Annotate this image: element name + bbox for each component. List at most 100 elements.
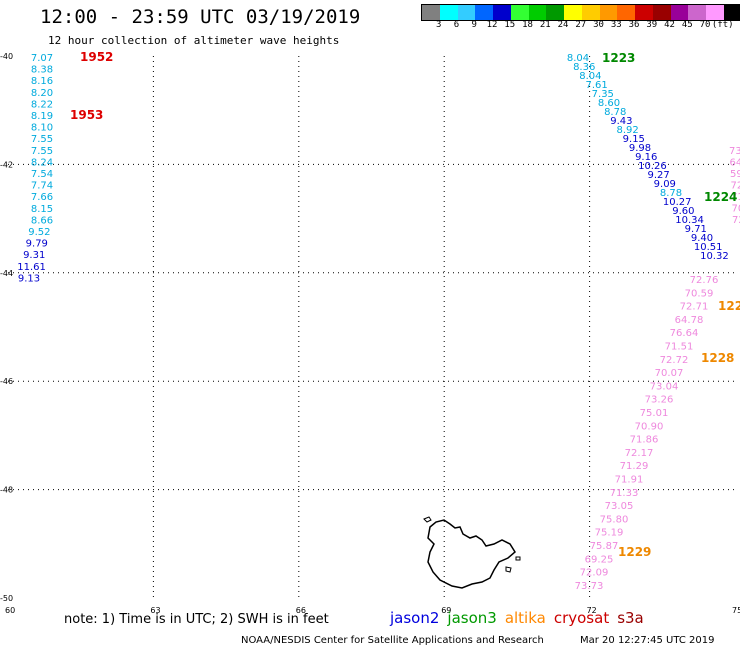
color-scale-label: 6 <box>453 20 460 30</box>
color-scale-bar <box>421 4 740 21</box>
wave-height-reading: 9.13 <box>18 273 40 284</box>
lon-tick-label: 75 <box>732 606 740 615</box>
wave-height-reading: 71.33 <box>610 488 639 499</box>
color-swatch-9 <box>581 5 600 20</box>
wave-height-reading: 11.61 <box>17 262 46 273</box>
legend-item-jason3: jason3 <box>447 609 497 627</box>
color-swatch-0 <box>422 5 440 20</box>
wave-height-reading: 9.40 <box>691 233 713 244</box>
wave-height-reading: 8.04 <box>579 71 601 82</box>
color-scale-label: 3 <box>436 20 442 30</box>
wave-height-reading: 10.27 <box>663 197 692 208</box>
wave-height-reading: 72.11 <box>732 215 740 226</box>
lat-tick-label: -48 <box>0 486 13 495</box>
wave-height-reading: 10.51 <box>694 242 723 253</box>
map-title: 12:00 - 23:59 UTC 03/19/2019 <box>40 6 361 28</box>
islet-2 <box>505 566 512 573</box>
color-scale-label: 15 <box>504 20 516 30</box>
color-swatch-15 <box>688 5 706 20</box>
wave-height-reading: 9.98 <box>629 143 651 154</box>
wave-height-reading: 9.09 <box>654 179 676 190</box>
wave-height-reading: 9.60 <box>672 206 694 217</box>
wave-height-reading: 7.74 <box>31 181 53 192</box>
color-scale-label: 36 <box>628 20 640 30</box>
wave-height-reading: 70.90 <box>635 421 664 432</box>
axis-tick-labels: 60 63 66 69 72 75 -40 -42 -44 -46 -48 -50 <box>0 52 740 615</box>
wave-height-reading: 72.72 <box>660 355 689 366</box>
credit-line: NOAA/NESDIS Center for Satellite Applica… <box>241 635 544 646</box>
color-scale-label: (ft) <box>711 20 734 30</box>
wave-height-reading: 7.54 <box>31 169 53 180</box>
lon-tick-label: 69 <box>441 606 451 615</box>
wave-height-reading: 9.27 <box>647 170 669 181</box>
wave-height-reading: 8.22 <box>31 99 53 110</box>
color-swatch-11 <box>617 5 635 20</box>
time-label: 1229 <box>618 545 651 559</box>
color-scale-label: 30 <box>593 20 604 30</box>
color-swatch-2 <box>457 5 476 20</box>
wave-height-reading: 7.07 <box>31 53 53 64</box>
legend-item-s3a: s3a <box>617 609 644 627</box>
wave-height-reading: 9.79 <box>26 239 48 250</box>
wave-height-reading: 73.26 <box>645 395 674 406</box>
lat-lon-grid <box>8 56 735 598</box>
color-swatch-14 <box>670 5 689 20</box>
wave-height-reading: 8.92 <box>616 125 638 136</box>
color-swatch-1 <box>439 5 458 20</box>
lon-tick-label: 66 <box>296 606 306 615</box>
wave-height-reading: 8.78 <box>604 107 626 118</box>
wave-height-reading: 76.64 <box>670 328 699 339</box>
time-label: 122 <box>718 299 740 313</box>
wave-height-reading: 75.87 <box>590 541 619 552</box>
wave-height-reading: 9.15 <box>623 134 645 145</box>
wave-height-reading: 10.34 <box>675 215 704 226</box>
wave-height-reading: 73 <box>729 146 740 157</box>
color-scale-label: 24 <box>557 20 569 30</box>
wave-height-reading: 8.10 <box>31 123 53 134</box>
wave-height-reading: 8.04 <box>567 53 589 64</box>
wave-height-reading: 7.66 <box>31 192 53 203</box>
color-swatch-17 <box>723 5 740 20</box>
islet-1 <box>423 516 432 523</box>
legend-item-jason2: jason2 <box>390 609 440 627</box>
satellite-legend: jason2 jason3 altika cryosat s3a <box>390 609 652 627</box>
wave-height-reading: 7.35 <box>592 89 614 100</box>
color-swatch-7 <box>546 5 564 20</box>
color-swatch-16 <box>706 5 724 20</box>
wave-height-reading: 10.32 <box>700 251 729 262</box>
wave-height-reading: 8.78 <box>660 188 682 199</box>
wave-height-reading: 69.25 <box>585 554 614 565</box>
color-swatch-4 <box>493 5 511 20</box>
time-label: 1224 <box>704 190 737 204</box>
wave-height-reading: 7.55 <box>31 146 53 157</box>
wave-height-reading: 8.15 <box>31 204 53 215</box>
wave-height-reading: 75.80 <box>600 514 629 525</box>
time-label: 1952 <box>80 50 113 64</box>
wave-height-reading: 70.59 <box>685 288 714 299</box>
color-swatch-12 <box>635 5 653 20</box>
wave-height-reading: 8.24 <box>31 157 53 168</box>
map-subtitle: 12 hour collection of altimeter wave hei… <box>48 34 340 47</box>
wave-height-reading: 8.38 <box>31 65 53 76</box>
wave-height-reading: 72.9 <box>731 181 740 192</box>
lon-tick-label: 60 <box>5 606 15 615</box>
color-scale-label: 18 <box>522 20 533 30</box>
color-scale-label: 27 <box>575 20 587 30</box>
wave-height-reading: 75.19 <box>595 528 624 539</box>
lat-tick-label: -42 <box>0 160 13 169</box>
footnote: note: 1) Time is in UTC; 2) SWH is in fe… <box>64 612 329 627</box>
color-swatch-6 <box>528 5 547 20</box>
wave-height-reading: 9.16 <box>635 152 657 163</box>
wave-height-reading: 8.20 <box>31 88 53 99</box>
islet-3 <box>515 556 521 561</box>
wave-height-reading: 70.47 <box>732 204 740 215</box>
legend-item-altika: altika <box>504 609 546 627</box>
wave-height-reading: 8.66 <box>31 215 53 226</box>
wave-height-reading: 73.73 <box>575 581 604 592</box>
time-label: 1228 <box>701 351 734 365</box>
lon-tick-label: 63 <box>150 606 160 615</box>
lat-tick-label: -50 <box>0 594 13 603</box>
wave-height-reading: 64. <box>730 158 740 169</box>
wave-height-reading: 71.4 <box>731 192 740 203</box>
wave-height-reading: 59. <box>730 169 740 180</box>
